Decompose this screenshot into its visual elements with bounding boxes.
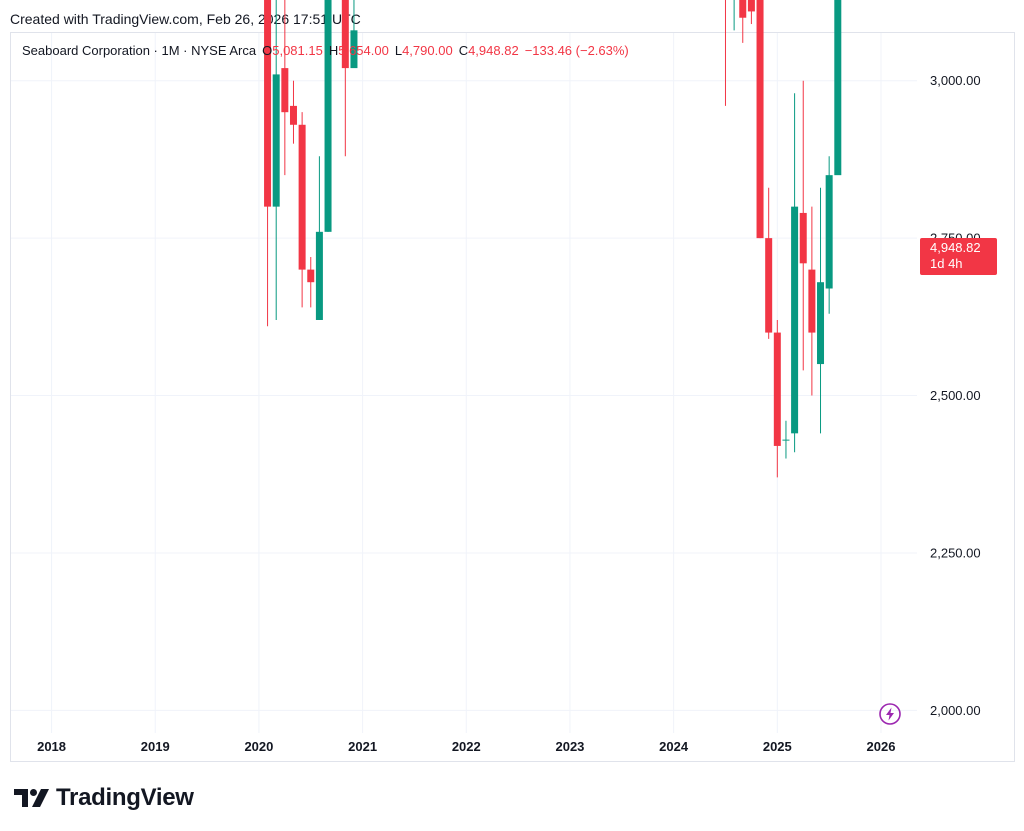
- close-label: C: [458, 43, 469, 58]
- y-tick-label: 3,000.00: [930, 73, 981, 88]
- chart-frame: [10, 32, 1015, 762]
- candle-body: [315, 231, 323, 320]
- high-label: H: [328, 43, 339, 58]
- x-tick-label: 2020: [244, 739, 273, 754]
- change-value: −133.46 (−2.63%): [524, 43, 629, 58]
- candle-body: [298, 124, 306, 270]
- x-tick-label: 2018: [37, 739, 66, 754]
- candle-body: [834, 0, 842, 176]
- candle-body: [264, 0, 272, 207]
- y-tick-label: 2,000.00: [930, 703, 981, 718]
- candle-body: [791, 206, 799, 434]
- candle-body: [281, 68, 289, 113]
- open-value: 5,081.15: [272, 43, 323, 58]
- last-price-value: 4,948.82: [930, 240, 981, 255]
- x-tick-label: 2022: [452, 739, 481, 754]
- candle-body: [272, 74, 280, 207]
- low-label: L: [394, 43, 403, 58]
- candle-body: [825, 175, 833, 289]
- high-value: 5,654.00: [338, 43, 389, 58]
- x-tick-label: 2019: [141, 739, 170, 754]
- candle-body: [747, 0, 755, 12]
- chart-caption: Created with TradingView.com, Feb 26, 20…: [10, 11, 361, 27]
- tradingview-brand[interactable]: TradingView: [14, 784, 194, 811]
- candle-body: [756, 0, 764, 239]
- candle-body: [307, 269, 315, 283]
- candle-body: [765, 238, 773, 333]
- candle-body: [289, 105, 297, 125]
- last-price-tag: 4,948.82 1d 4h: [920, 238, 997, 275]
- candle-body: [350, 30, 358, 69]
- x-tick-label: 2025: [763, 739, 792, 754]
- ohlc-legend: Seaboard Corporation · 1M · NYSE Arca O5,…: [22, 43, 629, 58]
- open-label: O: [262, 43, 273, 58]
- x-tick-label: 2026: [867, 739, 896, 754]
- candle-body: [773, 332, 781, 446]
- candle-body: [739, 0, 747, 18]
- candle-body: [341, 0, 349, 69]
- symbol-title: Seaboard Corporation · 1M · NYSE Arca: [22, 43, 257, 58]
- brand-name: TradingView: [56, 784, 194, 811]
- low-value: 4,790.00: [402, 43, 453, 58]
- x-tick-label: 2024: [659, 739, 689, 754]
- candle-body: [799, 212, 807, 264]
- candle-body: [817, 282, 825, 365]
- candle-body: [808, 269, 816, 333]
- y-tick-label: 2,250.00: [930, 545, 981, 560]
- close-value: 4,948.82: [468, 43, 519, 58]
- lightning-icon[interactable]: [879, 703, 901, 725]
- candle-body: [324, 0, 332, 232]
- y-tick-label: 2,500.00: [930, 388, 981, 403]
- tradingview-logo-icon: [14, 789, 49, 807]
- x-tick-label: 2021: [348, 739, 377, 754]
- bar-countdown: 1d 4h: [930, 256, 963, 271]
- candle-body: [782, 439, 790, 441]
- x-tick-label: 2023: [555, 739, 584, 754]
